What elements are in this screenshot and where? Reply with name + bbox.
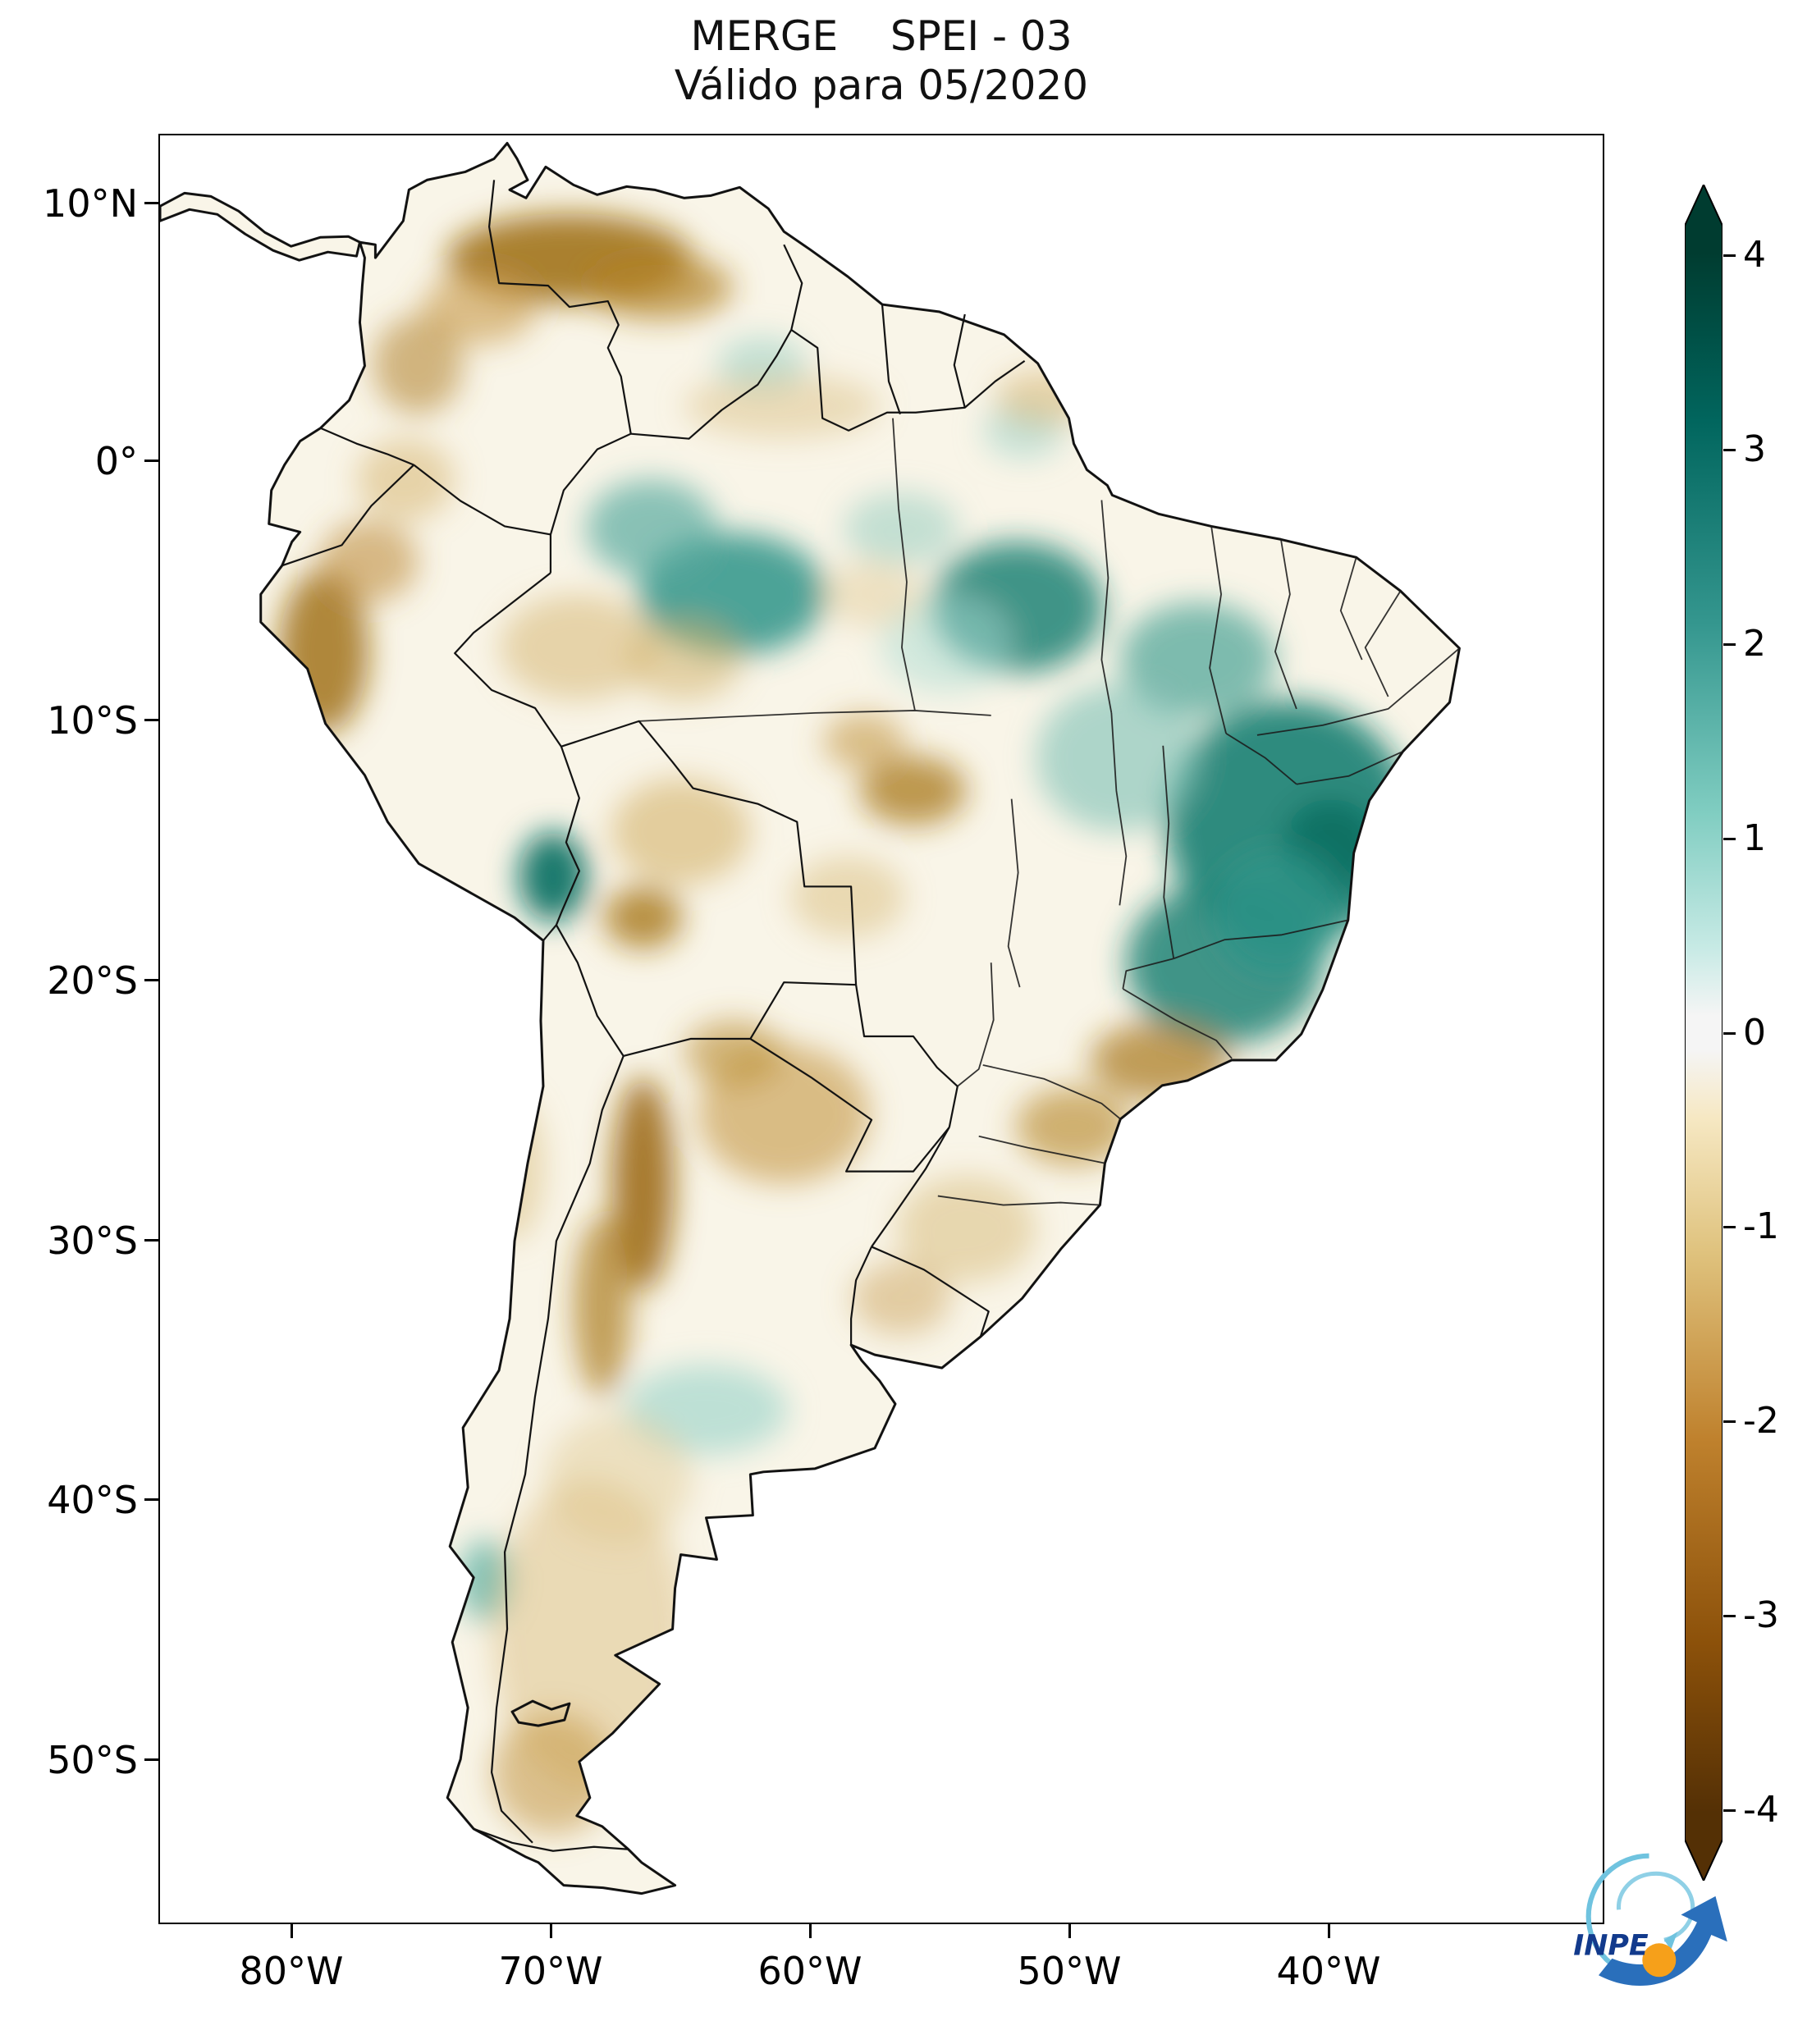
inpe-logo-arrow bbox=[1599, 1895, 1727, 1987]
colorbar-tick-mark bbox=[1723, 448, 1736, 451]
y-tick-label: 30°S bbox=[47, 1219, 138, 1263]
x-tick-mark bbox=[550, 1924, 552, 1938]
inpe-logo-inner-swirl bbox=[1616, 1871, 1695, 1942]
colorbar-tick-mark bbox=[1723, 1809, 1736, 1813]
y-tick-mark bbox=[144, 202, 158, 204]
colorbar-tick-mark bbox=[1723, 642, 1736, 646]
y-tick-mark bbox=[144, 1758, 158, 1761]
inpe-logo: INPE bbox=[1565, 1832, 1733, 2001]
x-tick-mark bbox=[291, 1924, 293, 1938]
coastline bbox=[160, 141, 1461, 1895]
y-tick-label: 40°S bbox=[47, 1478, 138, 1522]
figure-subtitle: Válido para 05/2020 bbox=[674, 62, 1089, 109]
y-tick-mark bbox=[144, 719, 158, 721]
figure-title: MERGE SPEI - 03 bbox=[690, 12, 1073, 60]
colorbar-bar bbox=[1684, 182, 1723, 1883]
colorbar-tick-label: 0 bbox=[1743, 1011, 1766, 1054]
y-tick-label: 0° bbox=[94, 439, 138, 483]
map-plot-area: INPE bbox=[158, 134, 1727, 1987]
x-tick-mark bbox=[1328, 1924, 1330, 1938]
y-tick-mark bbox=[144, 460, 158, 462]
y-tick-label: 10°S bbox=[47, 698, 138, 743]
colorbar-tick-label: 3 bbox=[1743, 428, 1766, 470]
y-tick-mark bbox=[144, 1239, 158, 1241]
colorbar-tick-label: -4 bbox=[1743, 1789, 1779, 1831]
country-borders bbox=[281, 180, 1026, 1852]
south-america-spei-map bbox=[160, 135, 1603, 1923]
colorbar-tick-mark bbox=[1723, 254, 1736, 257]
colorbar-tick-label: -2 bbox=[1743, 1400, 1779, 1443]
colorbar-tick-mark bbox=[1723, 1615, 1736, 1618]
x-tick-label: 60°W bbox=[757, 1949, 862, 1993]
y-tick-mark bbox=[144, 979, 158, 981]
colorbar bbox=[1684, 182, 1723, 1883]
inpe-logo-text: INPE bbox=[1573, 1930, 1649, 1963]
colorbar-tick-label: 1 bbox=[1743, 816, 1766, 859]
x-tick-label: 40°W bbox=[1276, 1949, 1381, 1993]
inpe-logo-orange-dot bbox=[1642, 1943, 1677, 1978]
state-borders bbox=[638, 418, 1460, 1206]
colorbar-tick-label: 2 bbox=[1743, 622, 1766, 665]
x-tick-label: 50°W bbox=[1017, 1949, 1122, 1993]
x-tick-mark bbox=[809, 1924, 812, 1938]
colorbar-tick-label: 4 bbox=[1743, 233, 1766, 276]
y-tick-label: 20°S bbox=[47, 958, 138, 1003]
colorbar-tick-mark bbox=[1723, 1226, 1736, 1229]
inpe-logo-swirl-arrowhead bbox=[1663, 1931, 1678, 1950]
colorbar-tick-mark bbox=[1723, 837, 1736, 840]
y-tick-mark bbox=[144, 1498, 158, 1501]
y-tick-label: 50°S bbox=[47, 1738, 138, 1782]
x-tick-label: 80°W bbox=[239, 1949, 344, 1993]
x-tick-mark bbox=[1068, 1924, 1071, 1938]
colorbar-tick-mark bbox=[1723, 1031, 1736, 1035]
colorbar-tick-label: -3 bbox=[1743, 1594, 1779, 1637]
y-tick-label: 10°N bbox=[43, 181, 138, 226]
colorbar-tick-mark bbox=[1723, 1420, 1736, 1424]
x-tick-label: 70°W bbox=[498, 1949, 603, 1993]
colorbar-tick-label: -1 bbox=[1743, 1205, 1779, 1248]
